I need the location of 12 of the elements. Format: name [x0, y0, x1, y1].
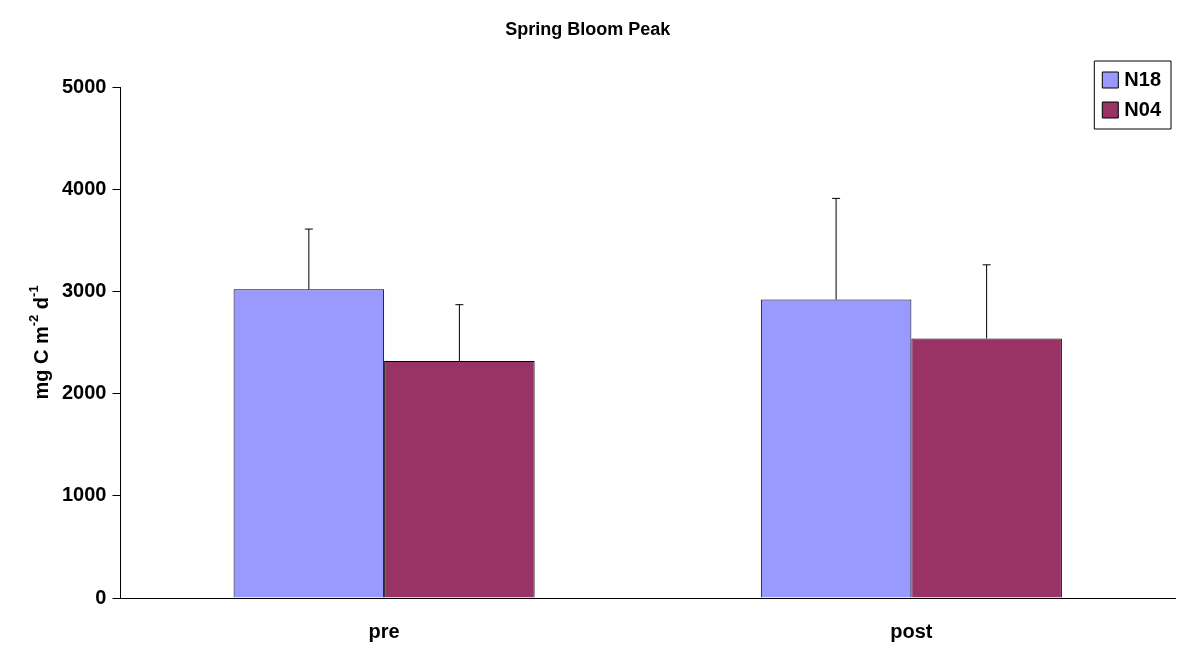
y-tick-label: 5000: [61, 74, 107, 97]
x-tick-label: post: [890, 619, 933, 642]
y-axis-title: mg C m-2 d-1: [25, 285, 52, 400]
legend-label: N18: [1124, 67, 1162, 90]
x-tick-label: pre: [368, 619, 400, 642]
chart-title: Spring Bloom Peak: [505, 18, 672, 39]
y-tick-label: 4000: [61, 176, 107, 199]
y-tick-label: 0: [95, 585, 107, 608]
y-tick-label: 2000: [61, 381, 107, 404]
y-tick-label: 1000: [61, 483, 107, 506]
y-tick-label: 3000: [61, 278, 107, 301]
legend-label: N04: [1124, 97, 1162, 120]
